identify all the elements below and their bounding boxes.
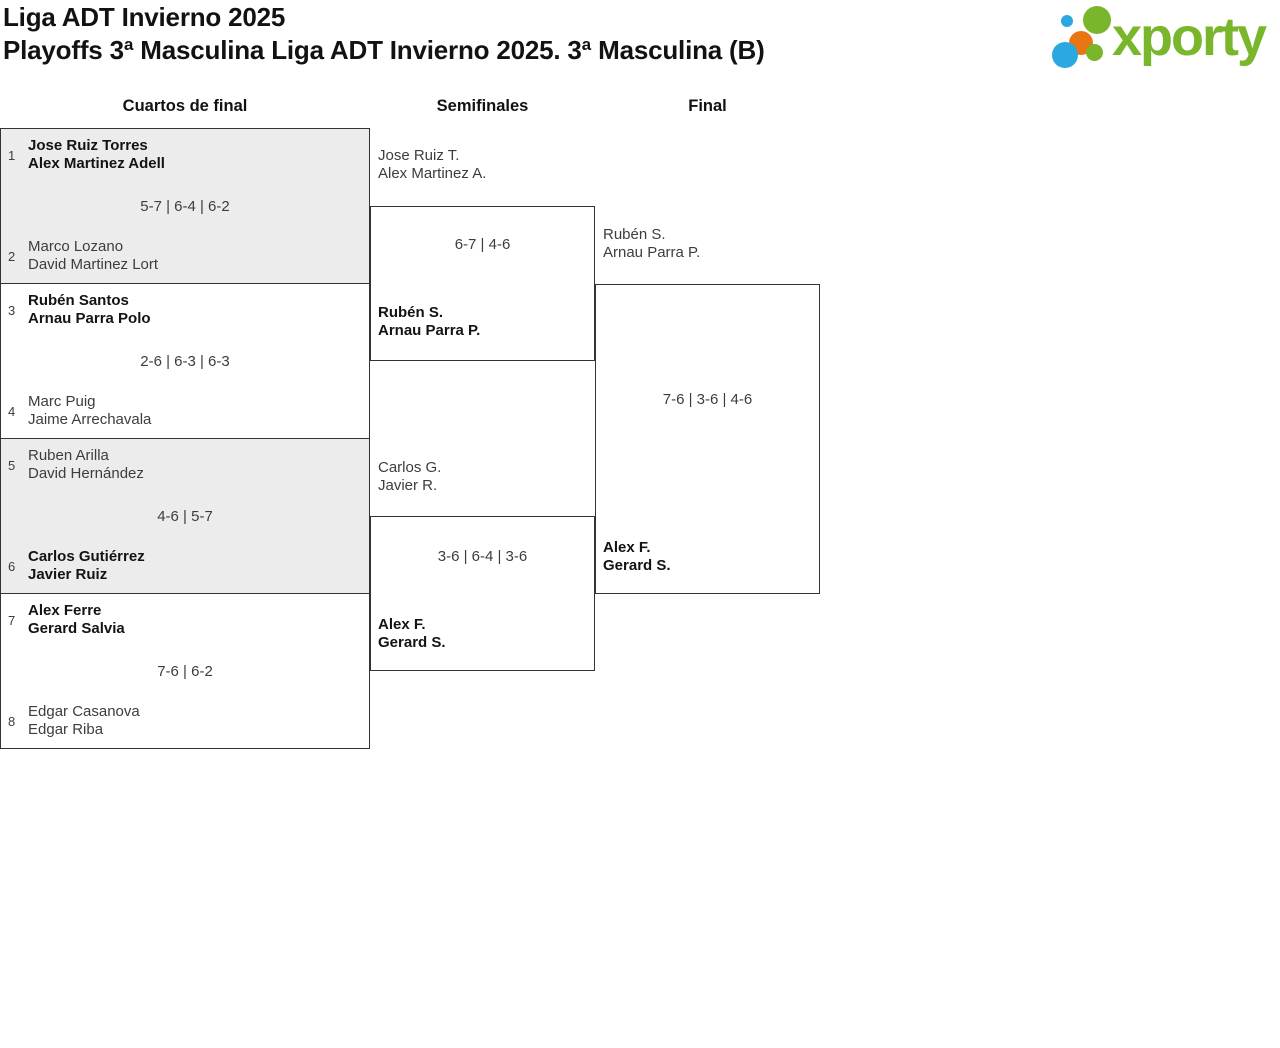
team-name: Edgar Casanova Edgar Riba bbox=[28, 703, 140, 738]
qf4-team-top-row: 7 Alex Ferre Gerard Salvia bbox=[1, 602, 125, 638]
final-match-box bbox=[595, 284, 820, 594]
qf2-team-top-row: 3 Rubén Santos Arnau Parra Polo bbox=[1, 292, 151, 328]
logo-dot-green-small-icon bbox=[1086, 44, 1103, 61]
team-name: Carlos Gutiérrez Javier Ruiz bbox=[28, 548, 145, 583]
seed-number: 5 bbox=[8, 457, 16, 473]
team-name: Alex F. Gerard S. bbox=[603, 539, 671, 574]
sf-match-2-box bbox=[370, 516, 595, 671]
qf3-team-bottom-row: 6 Carlos Gutiérrez Javier Ruiz bbox=[1, 548, 145, 584]
seed-number: 8 bbox=[8, 713, 16, 729]
match-score: 4-6 | 5-7 bbox=[157, 508, 213, 525]
seed-number: 4 bbox=[8, 403, 16, 419]
qf-match-2: 3 Rubén Santos Arnau Parra Polo 2-6 | 6-… bbox=[0, 283, 370, 439]
seed-number: 7 bbox=[8, 612, 16, 628]
qf2-team-bottom-row: 4 Marc Puig Jaime Arrechavala bbox=[1, 393, 151, 429]
page-subtitle: Playoffs 3ª Masculina Liga ADT Invierno … bbox=[3, 35, 765, 65]
qf1-team-bottom-row: 2 Marco Lozano David Martinez Lort bbox=[1, 238, 158, 274]
team-name: Marc Puig Jaime Arrechavala bbox=[28, 393, 152, 428]
round-header-quarterfinals: Cuartos de final bbox=[122, 97, 248, 115]
qf1-team-top-row: 1 Jose Ruiz Torres Alex Martinez Adell bbox=[1, 137, 165, 173]
match-score: 3-6 | 6-4 | 3-6 bbox=[437, 548, 528, 565]
team-name: Carlos G. Javier R. bbox=[378, 459, 442, 494]
team-name: Ruben Arilla David Hernández bbox=[28, 447, 144, 482]
match-score: 5-7 | 6-4 | 6-2 bbox=[140, 198, 230, 215]
team-name: Rubén S. Arnau Parra P. bbox=[603, 226, 701, 261]
team-name: Jose Ruiz Torres Alex Martinez Adell bbox=[28, 137, 165, 172]
seed-number: 3 bbox=[8, 302, 16, 318]
logo-dot-green-big-icon bbox=[1083, 6, 1111, 34]
team-name: Rubén S. Arnau Parra P. bbox=[378, 304, 481, 339]
xporty-logo-text: xporty bbox=[1112, 7, 1267, 67]
match-score: 2-6 | 6-3 | 6-3 bbox=[140, 353, 230, 370]
seed-number: 6 bbox=[8, 558, 16, 574]
qf-match-1: 1 Jose Ruiz Torres Alex Martinez Adell 5… bbox=[0, 128, 370, 284]
team-name: Rubén Santos Arnau Parra Polo bbox=[28, 292, 151, 327]
team-name: Jose Ruiz T. Alex Martinez A. bbox=[378, 147, 487, 182]
team-name: Marco Lozano David Martinez Lort bbox=[28, 238, 159, 273]
qf-match-4: 7 Alex Ferre Gerard Salvia 7-6 | 6-2 8 E… bbox=[0, 593, 370, 749]
qf-match-3: 5 Ruben Arilla David Hernández 4-6 | 5-7… bbox=[0, 438, 370, 594]
sf-match-1-box bbox=[370, 206, 595, 361]
xporty-logo[interactable]: xporty bbox=[1050, 0, 1275, 72]
page-title: Liga ADT Invierno 2025 bbox=[3, 2, 286, 32]
logo-dot-blue-small-icon bbox=[1061, 15, 1073, 27]
logo-dot-blue-big-icon bbox=[1052, 42, 1078, 68]
round-header-final: Final bbox=[688, 97, 727, 115]
match-score: 7-6 | 6-2 bbox=[157, 663, 213, 680]
seed-number: 2 bbox=[8, 248, 16, 264]
team-name: Alex Ferre Gerard Salvia bbox=[28, 602, 125, 637]
match-score: 6-7 | 4-6 bbox=[454, 236, 511, 253]
team-name: Alex F. Gerard S. bbox=[378, 616, 446, 651]
match-score: 7-6 | 3-6 | 4-6 bbox=[662, 391, 753, 408]
qf4-team-bottom-row: 8 Edgar Casanova Edgar Riba bbox=[1, 703, 140, 739]
round-header-semifinals: Semifinales bbox=[436, 97, 529, 115]
seed-number: 1 bbox=[8, 147, 16, 163]
qf3-team-top-row: 5 Ruben Arilla David Hernández bbox=[1, 447, 144, 483]
